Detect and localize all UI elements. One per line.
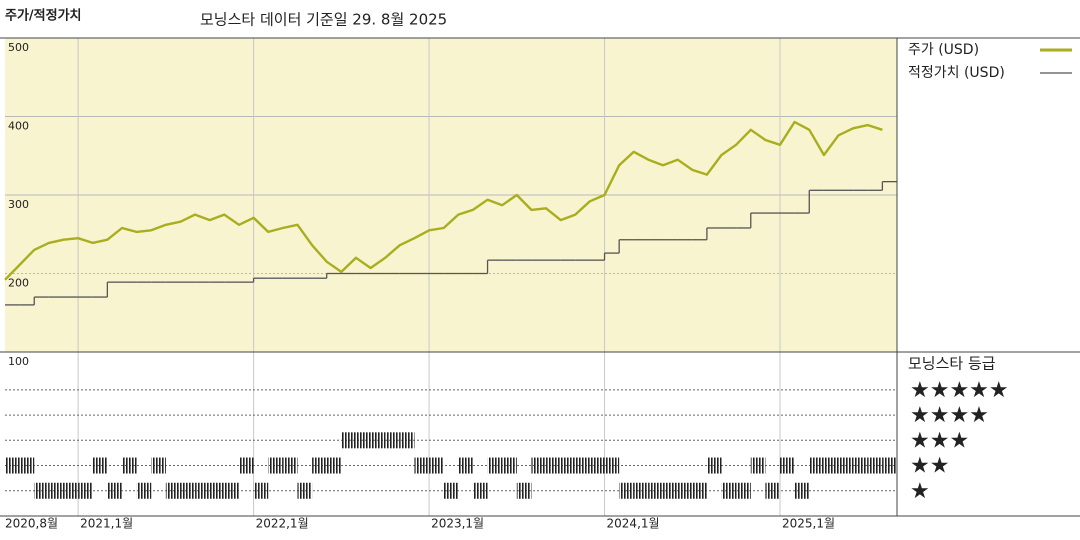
rating-bar xyxy=(19,457,35,474)
rating-bar xyxy=(385,432,400,449)
rating-bar xyxy=(706,457,722,474)
rating-label: ★★ xyxy=(910,454,949,479)
price-line xyxy=(4,120,883,281)
rating-bar xyxy=(78,482,93,499)
rating-label: ★★★ xyxy=(910,428,969,453)
rating-bar xyxy=(560,457,576,474)
rating-bar xyxy=(238,457,254,474)
rating-bar xyxy=(663,482,678,499)
rating-bar xyxy=(326,457,342,474)
rating-bar xyxy=(180,482,196,499)
rating-bar xyxy=(502,457,517,474)
rating-bar xyxy=(575,457,590,474)
x-tick-label: 2020,8월 xyxy=(5,517,58,531)
rating-bar xyxy=(721,482,737,499)
rating-bar xyxy=(414,457,430,474)
rating-bar xyxy=(882,457,897,474)
rating-bar xyxy=(458,457,473,474)
frame xyxy=(0,37,1080,517)
x-tick-label: 2023,1월 xyxy=(431,517,484,531)
rating-bar xyxy=(546,457,561,474)
x-tick-label: 2025,1월 xyxy=(782,517,835,531)
y-tick-label: 300 xyxy=(8,198,29,211)
rating-bar xyxy=(443,482,459,499)
rating-bar xyxy=(780,457,795,474)
rating-bar xyxy=(355,432,371,449)
rating-bar xyxy=(151,457,166,474)
rating-bar xyxy=(399,432,415,449)
rating-bar xyxy=(604,457,620,474)
rating-label: ★ xyxy=(910,479,930,504)
rating-bar xyxy=(487,457,503,474)
rating-bar xyxy=(34,482,49,499)
rating-bar xyxy=(531,457,547,474)
rating-bar xyxy=(648,482,664,499)
rating-bar xyxy=(677,482,693,499)
rating-bar xyxy=(429,457,444,474)
rating-bar xyxy=(63,482,79,499)
rating-bar xyxy=(341,432,356,449)
y-tick-label: 500 xyxy=(8,41,29,54)
rating-bar xyxy=(370,432,386,449)
rating-bar xyxy=(107,482,122,499)
rating-bar xyxy=(165,482,181,499)
rating-bar xyxy=(224,482,239,499)
rating-bar xyxy=(195,482,210,499)
rating-bar xyxy=(136,482,152,499)
rating-bar xyxy=(472,482,488,499)
x-tick-label: 2021,1월 xyxy=(80,517,133,531)
rating-bar xyxy=(516,482,532,499)
rating-bar xyxy=(282,457,298,474)
rating-bar xyxy=(823,457,839,474)
y-tick-label: 400 xyxy=(8,120,29,133)
rating-label: ★★★★ xyxy=(910,403,989,428)
rating-bar xyxy=(5,457,20,474)
rating-bar xyxy=(48,482,64,499)
rating-bar xyxy=(121,457,137,474)
rating-bar xyxy=(253,482,269,499)
rating-bar xyxy=(297,482,313,499)
rating-bar xyxy=(765,482,781,499)
rating-bar xyxy=(589,457,605,474)
rating-bar xyxy=(268,457,283,474)
rating-bar xyxy=(750,457,766,474)
rating-bar xyxy=(619,482,634,499)
rating-bar xyxy=(867,457,883,474)
chart-subtitle: 모닝스타 데이터 기준일 29. 8월 2025 xyxy=(200,11,447,29)
legend-label: 주가 (USD) xyxy=(908,42,979,58)
y-tick-label: 100 xyxy=(8,355,29,368)
rating-bar xyxy=(633,482,649,499)
y-tick-label: 200 xyxy=(8,277,29,290)
rating-bar xyxy=(809,457,824,474)
rating-bar xyxy=(853,457,868,474)
rating-bar xyxy=(794,482,810,499)
rating-label: ★★★★★ xyxy=(910,378,1009,403)
rating-bar xyxy=(692,482,707,499)
chart-title: 주가/적정가치 xyxy=(5,8,82,24)
x-tick-label: 2024,1월 xyxy=(607,517,660,531)
rating-title: 모닝스타 등급 xyxy=(908,355,996,373)
rating-bar xyxy=(736,482,751,499)
rating-bar xyxy=(838,457,854,474)
legend-label: 적정가치 (USD) xyxy=(908,65,1005,81)
rating-bar xyxy=(92,457,108,474)
rating-bar xyxy=(209,482,225,499)
rating-bar xyxy=(312,457,327,474)
x-tick-label: 2022,1월 xyxy=(256,517,309,531)
